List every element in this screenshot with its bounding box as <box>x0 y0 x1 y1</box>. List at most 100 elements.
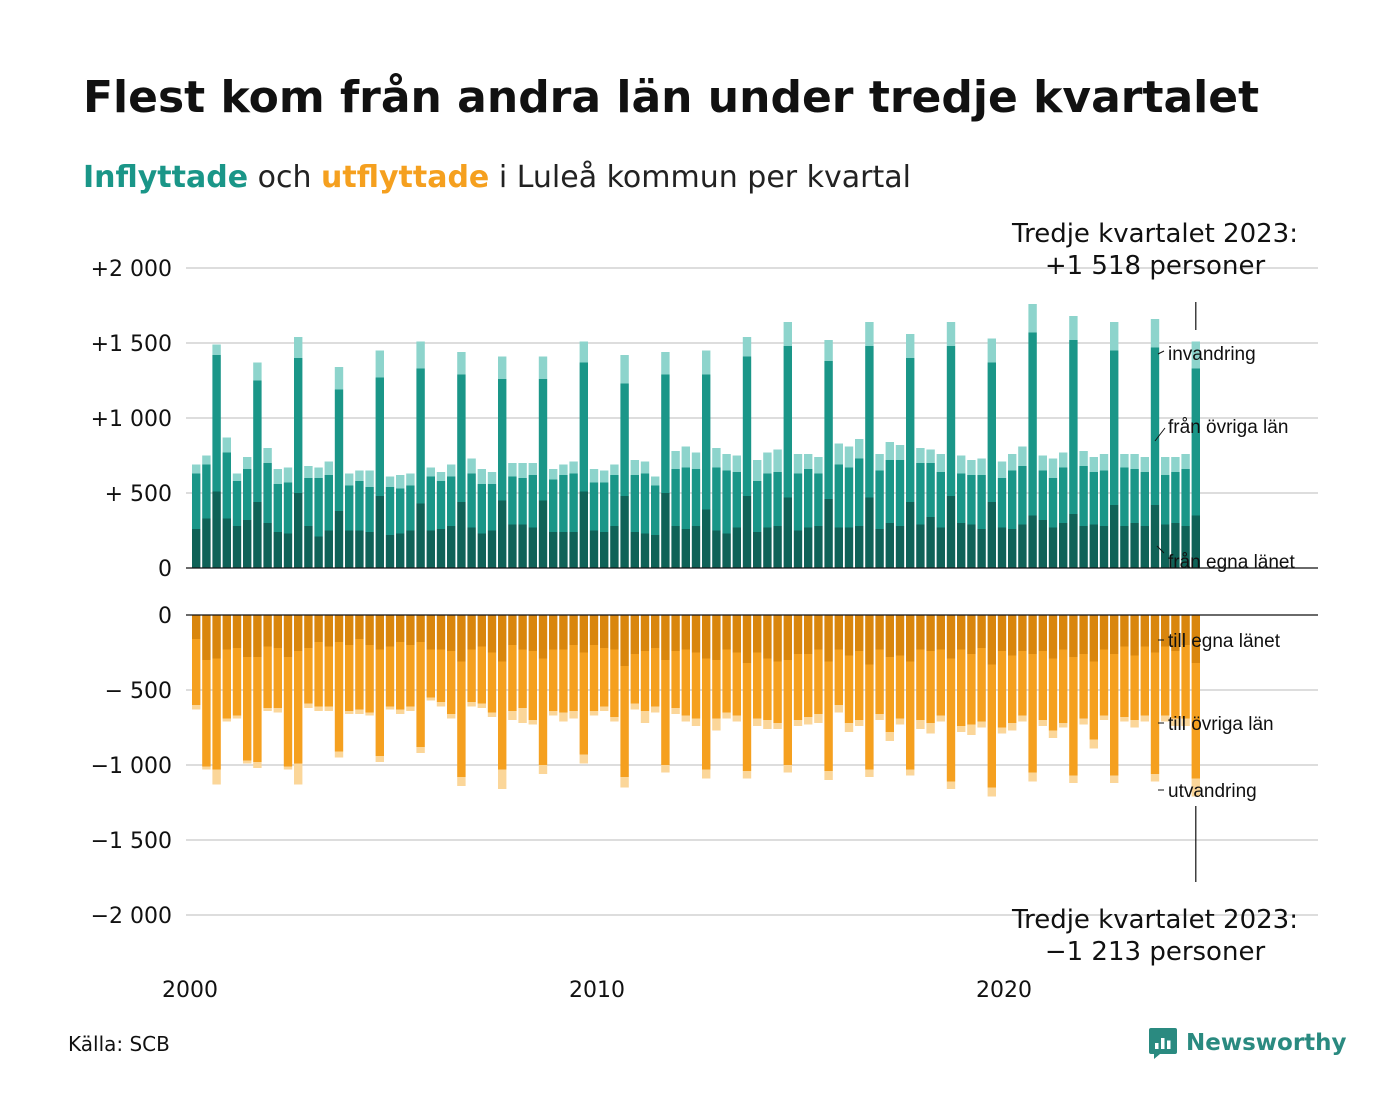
bar-in-1 <box>508 476 517 525</box>
bar-in-2 <box>620 355 629 384</box>
bar-out-0 <box>977 615 986 648</box>
bar-out-1 <box>906 661 915 770</box>
bar-in-1 <box>671 469 680 526</box>
bar-out-0 <box>600 615 609 648</box>
bar-out-2 <box>406 706 415 711</box>
bar-out-1 <box>1099 649 1109 716</box>
bar-in-1 <box>1161 475 1170 525</box>
bar-out-0 <box>1099 615 1109 650</box>
bar-out-2 <box>222 718 231 722</box>
bar-out-2 <box>651 706 660 713</box>
bar-out-1 <box>753 652 762 719</box>
bar-out-2 <box>263 708 272 711</box>
bar-out-1 <box>263 646 272 708</box>
bar-out-2 <box>253 762 262 768</box>
bar-in-2 <box>916 448 925 463</box>
bar-out-1 <box>967 654 976 725</box>
bar-in-0 <box>396 533 405 568</box>
bar-in-2 <box>671 451 680 469</box>
utflyttade-bars <box>192 615 1200 797</box>
bar-in-0 <box>559 532 568 568</box>
bar-in-2 <box>773 449 782 472</box>
bar-out-1 <box>243 657 252 761</box>
bar-out-0 <box>1038 615 1047 651</box>
bar-in-0 <box>844 527 854 568</box>
bar-out-0 <box>263 615 272 647</box>
bar-out-2 <box>1099 715 1109 720</box>
bar-out-2 <box>957 726 966 732</box>
y-tick-label: +2 000 <box>91 257 172 282</box>
bar-in-0 <box>518 524 527 568</box>
bar-in-1 <box>579 362 588 492</box>
bar-in-1 <box>559 475 568 532</box>
bar-in-0 <box>243 520 252 568</box>
bar-in-2 <box>967 460 976 475</box>
annotation-out-line1: Tredje kvartalet 2023: <box>1011 905 1298 935</box>
legend-label-out: till egna länet <box>1168 631 1281 652</box>
bar-out-0 <box>661 615 670 660</box>
bar-out-2 <box>640 711 650 723</box>
bar-out-2 <box>1140 715 1149 722</box>
bar-out-2 <box>1079 718 1088 725</box>
bar-out-0 <box>1048 615 1058 659</box>
bar-in-0 <box>253 502 262 568</box>
bar-in-2 <box>661 352 670 375</box>
bar-in-2 <box>855 439 864 459</box>
bar-out-0 <box>528 615 537 651</box>
bar-in-2 <box>243 457 252 469</box>
bar-out-2 <box>855 720 864 726</box>
bar-in-1 <box>936 472 945 528</box>
bar-out-2 <box>814 714 823 723</box>
bar-in-0 <box>957 523 966 568</box>
bar-in-0 <box>630 532 639 568</box>
bar-out-2 <box>579 754 588 764</box>
bar-in-2 <box>1181 454 1190 469</box>
bar-out-0 <box>722 615 731 650</box>
bar-in-1 <box>610 475 619 526</box>
bar-in-0 <box>324 530 333 568</box>
bar-out-1 <box>671 651 680 708</box>
bar-out-0 <box>855 615 864 651</box>
bar-out-1 <box>549 649 558 711</box>
bar-in-1 <box>304 478 313 526</box>
bar-in-0 <box>273 532 282 568</box>
bar-out-0 <box>498 615 507 662</box>
bar-out-1 <box>1181 645 1190 719</box>
bar-in-2 <box>1079 451 1088 466</box>
bar-in-1 <box>753 481 762 532</box>
bar-in-2 <box>396 475 405 489</box>
bar-out-1 <box>691 652 701 719</box>
bar-out-2 <box>355 709 364 714</box>
bar-in-1 <box>681 467 690 529</box>
bar-in-1 <box>1038 470 1047 520</box>
bar-in-0 <box>222 518 231 568</box>
bar-in-1 <box>1130 469 1139 523</box>
bar-in-1 <box>844 467 854 528</box>
bar-in-2 <box>1089 457 1098 472</box>
bar-in-0 <box>447 526 456 568</box>
bar-out-0 <box>294 615 303 651</box>
bar-out-2 <box>365 712 374 716</box>
bar-out-0 <box>334 615 344 642</box>
bar-in-2 <box>1191 341 1200 369</box>
bar-in-1 <box>355 481 364 531</box>
brand-name: Newsworthy <box>1186 1030 1347 1056</box>
bar-out-0 <box>773 615 782 662</box>
bar-in-1 <box>997 478 1007 528</box>
bar-out-1 <box>294 651 303 764</box>
bar-in-1 <box>946 346 956 496</box>
bar-out-0 <box>508 615 517 645</box>
bar-out-2 <box>232 715 242 719</box>
bar-in-0 <box>1059 523 1068 568</box>
bar-out-1 <box>732 652 741 716</box>
bar-out-0 <box>304 615 313 648</box>
bar-in-2 <box>283 467 293 483</box>
bar-out-2 <box>1161 715 1170 722</box>
bar-in-0 <box>538 500 548 568</box>
bar-out-0 <box>610 615 619 650</box>
bar-in-2 <box>426 467 435 477</box>
bar-in-1 <box>1181 469 1190 526</box>
bar-out-0 <box>1130 615 1139 656</box>
y-tick-label: −1 000 <box>91 754 172 779</box>
bar-in-1 <box>1110 350 1119 505</box>
